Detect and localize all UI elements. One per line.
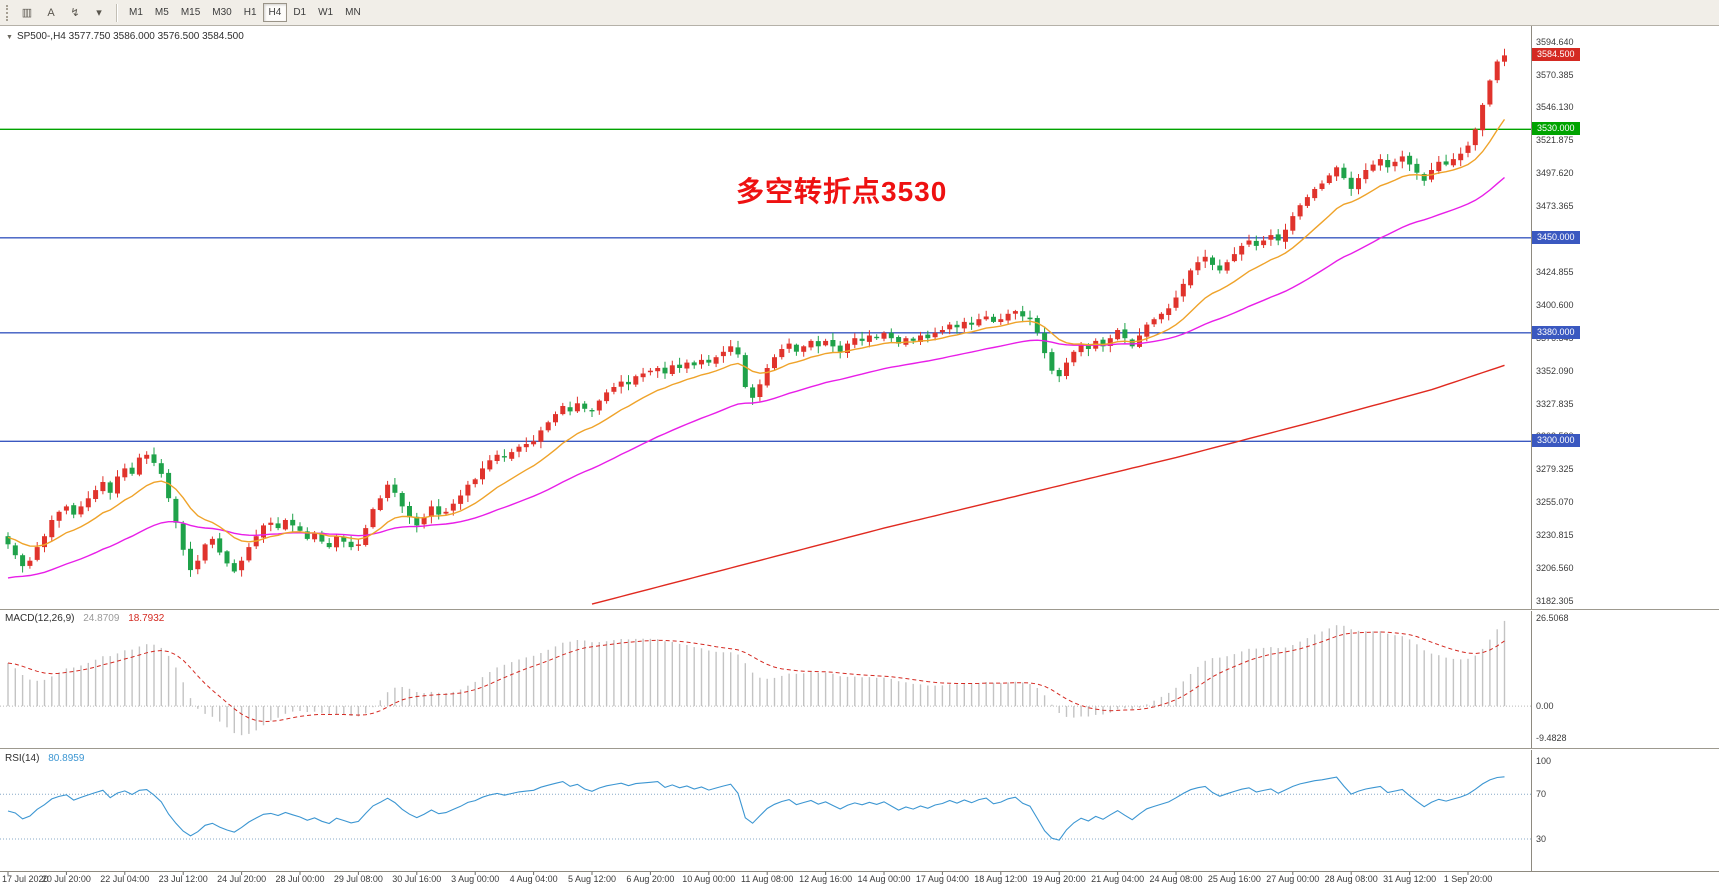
price-axis-label: 3570.385 bbox=[1536, 69, 1574, 80]
ma-slow-line bbox=[591, 364, 1505, 605]
time-axis-label: 3 Aug 00:00 bbox=[451, 874, 500, 884]
macd-axis-label: 26.5068 bbox=[1536, 613, 1569, 623]
timeframe-button-h4[interactable]: H4 bbox=[262, 3, 288, 22]
macd-histogram bbox=[7, 620, 1506, 736]
rsi-panel-resize-handle[interactable] bbox=[0, 748, 1719, 750]
bar-charts-icon[interactable]: ▥ bbox=[21, 7, 33, 19]
toolbar: ▥ A ↯ ▾ M1 M5 M15 M30 H1 H4 D1 W1 MN bbox=[0, 0, 1719, 26]
level-price-badge: 3450.000 bbox=[1532, 230, 1580, 244]
time-axis-label: 1 Sep 20:00 bbox=[1443, 874, 1493, 884]
current-price-badge: 3584.500 bbox=[1532, 48, 1580, 62]
time-axis-label: 27 Aug 00:00 bbox=[1266, 874, 1320, 884]
price-axis-label: 3594.640 bbox=[1536, 36, 1574, 47]
price-axis-label: 3521.875 bbox=[1536, 135, 1574, 146]
toolbar-grip[interactable] bbox=[6, 4, 10, 21]
time-axis-label: 14 Aug 00:00 bbox=[857, 874, 911, 884]
candlestick-series bbox=[5, 48, 1507, 577]
ma-fast-line bbox=[7, 119, 1506, 547]
toolbar-separator bbox=[116, 3, 118, 22]
chart-annotation-text[interactable]: 多空转折点3530 bbox=[736, 176, 948, 207]
time-axis-ticks bbox=[7, 871, 1469, 875]
text-tool-icon[interactable]: A bbox=[47, 6, 55, 19]
time-axis-label: 21 Aug 04:00 bbox=[1091, 874, 1145, 884]
time-axis-label: 19 Aug 20:00 bbox=[1032, 874, 1086, 884]
price-axis-label: 3546.130 bbox=[1536, 102, 1574, 113]
rsi-value: 80.8959 bbox=[48, 753, 85, 764]
time-axis-label: 12 Aug 16:00 bbox=[799, 874, 853, 884]
price-axis-label: 3255.070 bbox=[1536, 497, 1574, 508]
ma-mid-line bbox=[7, 176, 1505, 579]
indicators-icon[interactable]: ↯ bbox=[70, 7, 80, 19]
level-price-badge: 3530.000 bbox=[1532, 122, 1580, 136]
time-axis-label: 18 Aug 12:00 bbox=[974, 874, 1028, 884]
macd-value-signal: 18.7932 bbox=[128, 613, 165, 624]
timeframe-button-d1[interactable]: D1 bbox=[293, 7, 307, 18]
rsi-indicator-label: RSI(14) 80.8959 bbox=[5, 753, 84, 764]
price-axis-label: 3400.600 bbox=[1536, 299, 1574, 310]
macd-signal-line bbox=[7, 631, 1505, 723]
price-axis-label: 3473.365 bbox=[1536, 201, 1574, 212]
time-axis-label: 11 Aug 08:00 bbox=[740, 874, 794, 884]
macd-panel-resize-handle[interactable] bbox=[0, 609, 1719, 611]
symbol-ohlc-text: SP500-,H4 3577.750 3586.000 3576.500 358… bbox=[16, 31, 244, 42]
time-axis-separator bbox=[0, 871, 1719, 872]
level-price-badge: 3380.000 bbox=[1532, 325, 1580, 339]
rsi-name: RSI(14) bbox=[5, 753, 40, 764]
price-axis-label: 3206.560 bbox=[1536, 563, 1574, 573]
rsi-axis-label: 30 bbox=[1536, 834, 1547, 844]
time-axis-label: 10 Aug 00:00 bbox=[682, 874, 736, 884]
time-axis-label: 23 Jul 12:00 bbox=[158, 874, 208, 884]
rsi-axis-label: 70 bbox=[1536, 789, 1547, 800]
time-axis-label: 22 Jul 04:00 bbox=[100, 874, 150, 884]
dropdown-caret-icon[interactable]: ▾ bbox=[96, 7, 102, 19]
price-axis-label: 3424.855 bbox=[1536, 266, 1574, 277]
price-axis-label: 3279.325 bbox=[1536, 464, 1574, 475]
time-axis-label: 6 Aug 20:00 bbox=[626, 874, 675, 884]
time-axis-label: 28 Aug 08:00 bbox=[1324, 874, 1378, 884]
timeframe-button-m15[interactable]: M15 bbox=[180, 7, 201, 18]
time-axis-label: 4 Aug 04:00 bbox=[509, 874, 558, 884]
time-axis-label: 5 Aug 12:00 bbox=[567, 874, 617, 884]
time-axis-label: 17 Jul 2020 bbox=[2, 874, 49, 884]
time-axis-label: 29 Jul 08:00 bbox=[333, 874, 383, 884]
macd-name: MACD(12,26,9) bbox=[5, 613, 75, 624]
time-axis-label: 31 Aug 12:00 bbox=[1383, 874, 1437, 884]
macd-axis-label: -9.4828 bbox=[1536, 732, 1567, 743]
price-axis-label: 3327.835 bbox=[1536, 398, 1574, 409]
toolbar-icon-group: ▥ A ↯ ▾ bbox=[15, 3, 111, 22]
level-price-badge: 3300.000 bbox=[1532, 434, 1580, 448]
time-axis-label: 20 Jul 20:00 bbox=[41, 874, 91, 884]
collapse-icon[interactable]: ▼ bbox=[6, 34, 13, 41]
timeframe-button-mn[interactable]: MN bbox=[345, 7, 361, 18]
timeframe-button-h1[interactable]: H1 bbox=[243, 7, 257, 18]
time-axis-label: 28 Jul 00:00 bbox=[275, 874, 325, 884]
time-axis-label: 30 Jul 16:00 bbox=[392, 874, 442, 884]
price-axis-label: 3497.620 bbox=[1536, 168, 1574, 179]
timeframe-button-m30[interactable]: M30 bbox=[212, 7, 232, 18]
macd-value-main: 24.8709 bbox=[83, 613, 120, 624]
timeframe-button-w1[interactable]: W1 bbox=[318, 7, 334, 18]
time-axis-label: 24 Jul 20:00 bbox=[217, 874, 267, 884]
rsi-line bbox=[7, 776, 1505, 841]
symbol-info: ▼ SP500-,H4 3577.750 3586.000 3576.500 35… bbox=[6, 31, 244, 42]
rsi-axis-label: 100 bbox=[1536, 755, 1552, 766]
timeframe-button-group: M1 M5 M15 M30 H1 H4 D1 W1 MN bbox=[123, 3, 367, 22]
time-axis-label: 24 Aug 08:00 bbox=[1149, 874, 1203, 884]
price-axis-label: 3352.090 bbox=[1536, 365, 1574, 376]
macd-axis-label: 0.00 bbox=[1536, 701, 1554, 712]
macd-indicator-label: MACD(12,26,9) 24.8709 18.7932 bbox=[5, 613, 164, 624]
timeframe-button-m1[interactable]: M1 bbox=[129, 7, 143, 18]
price-axis-separator bbox=[1531, 26, 1532, 872]
timeframe-button-m5[interactable]: M5 bbox=[154, 7, 169, 18]
time-axis-label: 25 Aug 16:00 bbox=[1207, 874, 1261, 884]
price-axis-label: 3182.305 bbox=[1536, 595, 1574, 606]
time-axis-label: 17 Aug 04:00 bbox=[915, 874, 969, 884]
price-axis-label: 3230.815 bbox=[1536, 530, 1574, 541]
